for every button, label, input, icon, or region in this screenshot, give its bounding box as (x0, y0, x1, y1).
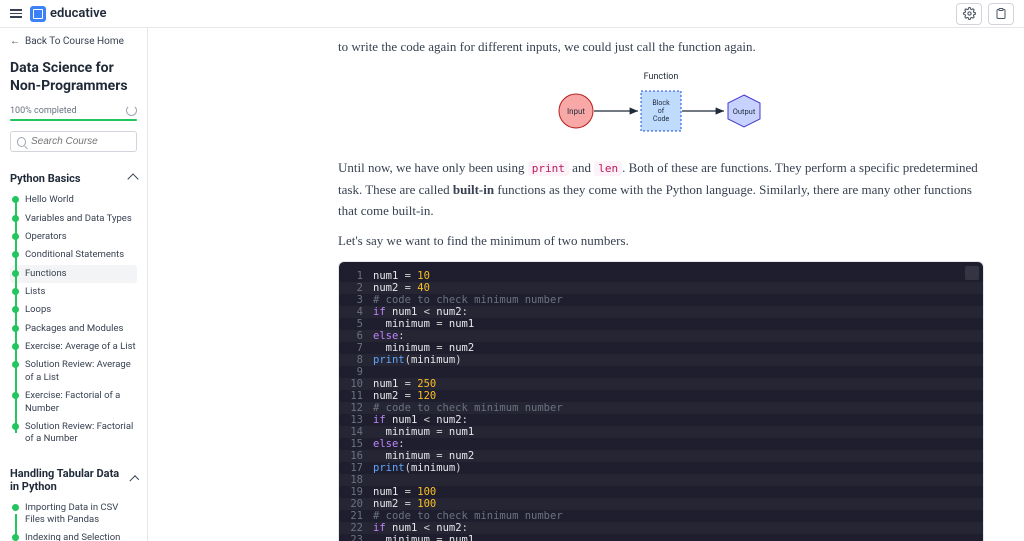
svg-text:Code: Code (653, 115, 669, 123)
code-card: 1num1 = 102num2 = 403# code to check min… (338, 261, 984, 541)
progress-dot-icon (12, 534, 19, 541)
progress-dot-icon (12, 306, 19, 313)
progress-dot-icon (12, 325, 19, 332)
brand-name: educative (50, 6, 107, 21)
back-label: Back To Course Home (25, 36, 124, 47)
progress-label: 100% completed (10, 106, 77, 116)
gear-icon (963, 7, 976, 20)
lesson-item[interactable]: Packages and Modules (10, 320, 137, 338)
progress-dot-icon (12, 504, 19, 511)
progress-bar (10, 119, 137, 121)
intro-para: to write the code again for different in… (338, 36, 984, 57)
svg-text:Function: Function (644, 72, 679, 82)
lesson-label: Packages and Modules (25, 323, 137, 335)
settings-button[interactable] (956, 3, 982, 25)
lesson-item[interactable]: Loops (10, 301, 137, 319)
progress-dot-icon (12, 423, 19, 430)
progress-dot-icon (12, 251, 19, 258)
clipboard-button[interactable] (988, 3, 1014, 25)
progress-dot-icon (12, 288, 19, 295)
lesson-item[interactable]: Lists (10, 283, 137, 301)
section-header[interactable]: Handling Tabular Data in Python (10, 461, 137, 499)
app-header: educative (0, 0, 1024, 28)
lesson-label: Exercise: Factorial of a Number (25, 390, 137, 415)
lesson-content: to write the code again for different in… (148, 28, 1024, 541)
lesson-item[interactable]: Variables and Data Types (10, 210, 137, 228)
logo-icon (30, 6, 46, 22)
lesson-item[interactable]: Solution Review: Factorial of a Number (10, 418, 137, 449)
progress-dot-icon (12, 215, 19, 222)
code-len: len (594, 161, 622, 176)
lesson-label: Functions (25, 268, 137, 280)
code-print: print (528, 161, 569, 176)
refresh-icon[interactable] (126, 105, 137, 116)
section-header[interactable]: Python Basics (10, 166, 137, 191)
lesson-label: Solution Review: Factorial of a Number (25, 421, 137, 446)
progress-dot-icon (12, 343, 19, 350)
section-title: Python Basics (10, 172, 81, 185)
menu-icon[interactable] (10, 7, 22, 20)
search-course[interactable] (10, 131, 137, 152)
svg-text:of: of (658, 107, 665, 115)
progress-dot-icon (12, 361, 19, 368)
lesson-label: Variables and Data Types (25, 213, 137, 225)
lesson-label: Lists (25, 286, 137, 298)
lesson-item[interactable]: Importing Data in CSV Files with Pandas (10, 499, 137, 530)
course-sidebar: ← Back To Course Home Data Science for N… (0, 28, 148, 541)
lesson-label: Indexing and Selection (25, 532, 137, 541)
clipboard-icon (995, 7, 1007, 20)
progress-dot-icon (12, 196, 19, 203)
lesson-label: Conditional Statements (25, 249, 137, 261)
section-title: Handling Tabular Data in Python (10, 467, 131, 493)
lesson-item[interactable]: Conditional Statements (10, 246, 137, 264)
lesson-label: Hello World (25, 194, 137, 206)
brand-logo[interactable]: educative (30, 6, 107, 22)
para-2: Until now, we have only been using print… (338, 157, 984, 221)
search-input[interactable] (31, 136, 130, 147)
chevron-up-icon (127, 173, 138, 184)
lesson-label: Exercise: Average of a List (25, 341, 137, 353)
lesson-item[interactable]: Hello World (10, 191, 137, 209)
code-lang-icon (965, 266, 979, 280)
code-editor[interactable]: 1num1 = 102num2 = 403# code to check min… (339, 262, 983, 541)
lesson-item[interactable]: Operators (10, 228, 137, 246)
svg-text:Output: Output (733, 107, 756, 116)
lesson-item[interactable]: Exercise: Factorial of a Number (10, 387, 137, 418)
lesson-item[interactable]: Functions (10, 265, 137, 283)
lesson-label: Importing Data in CSV Files with Pandas (25, 502, 137, 527)
course-title: Data Science for Non-Programmers (10, 59, 137, 95)
para-3: Let's say we want to find the minimum of… (338, 230, 984, 251)
function-diagram: Function Input Block of Code Output (338, 69, 984, 139)
arrow-left-icon: ← (10, 36, 20, 47)
lesson-item[interactable]: Exercise: Average of a List (10, 338, 137, 356)
lesson-label: Operators (25, 231, 137, 243)
lesson-item[interactable]: Indexing and Selection (10, 529, 137, 541)
svg-text:Input: Input (567, 107, 585, 116)
progress-dot-icon (12, 270, 19, 277)
back-link[interactable]: ← Back To Course Home (10, 36, 137, 47)
lesson-label: Solution Review: Average of a List (25, 359, 137, 384)
search-icon (17, 137, 26, 147)
svg-text:Block: Block (652, 99, 670, 107)
lesson-item[interactable]: Solution Review: Average of a List (10, 356, 137, 387)
progress-dot-icon (12, 392, 19, 399)
progress-dot-icon (12, 233, 19, 240)
lesson-label: Loops (25, 304, 137, 316)
